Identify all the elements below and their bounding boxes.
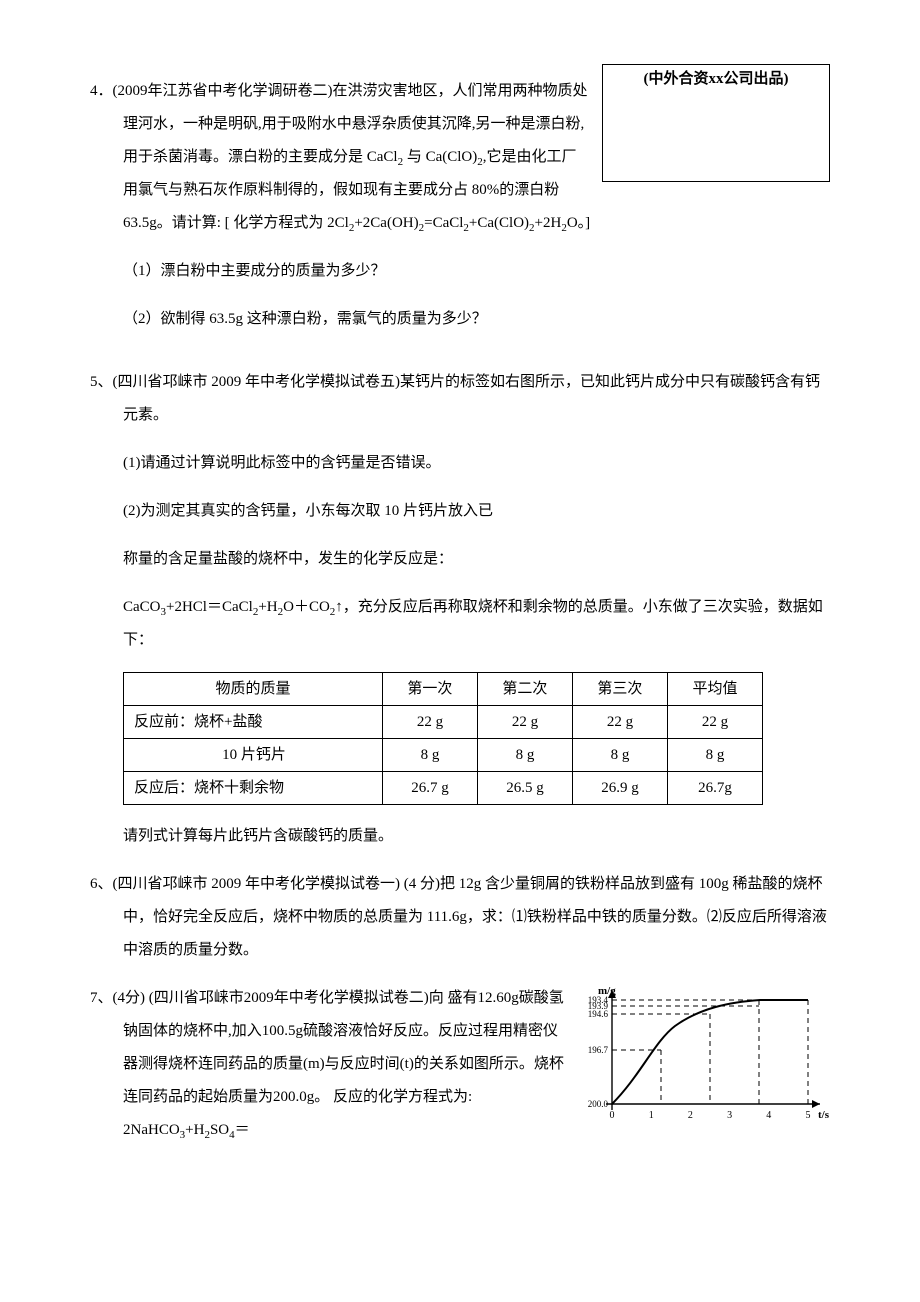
- col-trial-1: 第一次: [382, 673, 477, 706]
- product-label-box: (中外合资xx公司出品): [602, 64, 830, 182]
- cell: 22 g: [477, 706, 572, 739]
- experiment-data-table: 物质的质量 第一次 第二次 第三次 平均值 反应前：烧杯+盐酸 22 g 22 …: [123, 672, 763, 805]
- question-5: 5、(四川省邛崃市 2009 年中考化学模拟试卷五)某钙片的标签如右图所示，已知…: [90, 366, 830, 853]
- svg-text:2: 2: [688, 1110, 693, 1121]
- q5-tail: 请列式计算每片此钙片含碳酸钙的质量。: [90, 820, 830, 853]
- q5-eq-4: O＋CO: [283, 599, 330, 615]
- q5-number: 5、: [90, 374, 113, 390]
- chart-svg: 193.4193.9194.6196.7200.0012345m/gt/s: [580, 986, 830, 1136]
- q5-sub2b: 称量的含足量盐酸的烧杯中，发生的化学反应是：: [90, 543, 830, 576]
- cell: 8 g: [572, 739, 667, 772]
- q5-sub2a: (2)为测定其真实的含钙量，小东每次取 10 片钙片放入已: [90, 495, 830, 528]
- q4-sub2: （2）欲制得 63.5g 这种漂白粉，需氯气的质量为多少？: [90, 303, 830, 336]
- col-trial-2: 第二次: [477, 673, 572, 706]
- table-row: 反应后：烧杯十剩余物 26.7 g 26.5 g 26.9 g 26.7g: [124, 772, 763, 805]
- question-6: 6、(四川省邛崃市 2009 年中考化学模拟试卷一) (4 分)把 12g 含少…: [90, 868, 830, 967]
- product-label-text: (中外合资xx公司出品): [644, 71, 789, 87]
- q7-text-1: 向 盛有12.60g碳酸氢钠固体的烧杯中,加入100.5g硫酸溶液恰好反应。反应…: [123, 990, 564, 1138]
- q5-eq-3: +H: [258, 599, 277, 615]
- svg-text:1: 1: [649, 1110, 654, 1121]
- q4-text-6: +Ca(ClO): [469, 215, 529, 231]
- svg-text:3: 3: [727, 1110, 732, 1121]
- svg-text:5: 5: [806, 1110, 811, 1121]
- q5-source: (四川省邛崃市 2009 年中考化学模拟试卷五): [113, 374, 401, 390]
- q7-text-4: ＝: [235, 1122, 250, 1138]
- table-row: 10 片钙片 8 g 8 g 8 g 8 g: [124, 739, 763, 772]
- cell: 26.9 g: [572, 772, 667, 805]
- svg-text:t/s: t/s: [818, 1109, 830, 1121]
- q4-text-7: +2H: [535, 215, 562, 231]
- q7-source: (4分) (四川省邛崃市2009年中考化学模拟试卷二): [113, 990, 429, 1006]
- col-trial-3: 第三次: [572, 673, 667, 706]
- q4-text-8: O。]: [567, 215, 590, 231]
- svg-text:196.7: 196.7: [588, 1045, 609, 1055]
- q6-body: 6、(四川省邛崃市 2009 年中考化学模拟试卷一) (4 分)把 12g 含少…: [90, 868, 830, 967]
- cell: 反应前：烧杯+盐酸: [124, 706, 383, 739]
- cell: 8 g: [477, 739, 572, 772]
- q5-eq-2: +2HCl＝CaCl: [166, 599, 253, 615]
- q7-text-2: +H: [185, 1122, 204, 1138]
- cell: 22 g: [572, 706, 667, 739]
- q5-sub2c: CaCO3+2HCl＝CaCl2+H2O＋CO2↑，充分反应后再称取烧杯和剩余物…: [90, 591, 830, 657]
- q5-sub1: (1)请通过计算说明此标签中的含钙量是否错误。: [90, 447, 830, 480]
- q6-number: 6、: [90, 876, 113, 892]
- svg-text:194.6: 194.6: [588, 1009, 609, 1019]
- q4-text-4: +2Ca(OH): [354, 215, 418, 231]
- q7-number: 7、: [90, 990, 113, 1006]
- q6-source: (四川省邛崃市 2009 年中考化学模拟试卷一) (4 分): [113, 876, 440, 892]
- cell: 26.7 g: [382, 772, 477, 805]
- q5-eq-1: CaCO: [123, 599, 161, 615]
- cell: 22 g: [382, 706, 477, 739]
- cell: 22 g: [667, 706, 762, 739]
- table-header-row: 物质的质量 第一次 第二次 第三次 平均值: [124, 673, 763, 706]
- cell: 26.7g: [667, 772, 762, 805]
- col-average: 平均值: [667, 673, 762, 706]
- svg-text:0: 0: [610, 1110, 615, 1121]
- q4-text-5: =CaCl: [424, 215, 463, 231]
- question-7: 193.4193.9194.6196.7200.0012345m/gt/s 7、…: [90, 982, 830, 1162]
- svg-text:200.0: 200.0: [588, 1099, 609, 1109]
- cell: 反应后：烧杯十剩余物: [124, 772, 383, 805]
- table-row: 反应前：烧杯+盐酸 22 g 22 g 22 g 22 g: [124, 706, 763, 739]
- q4-source: (2009年江苏省中考化学调研卷二): [113, 83, 333, 99]
- cell: 8 g: [667, 739, 762, 772]
- col-substance: 物质的质量: [124, 673, 383, 706]
- cell: 26.5 g: [477, 772, 572, 805]
- q7-text-3: SO: [210, 1122, 229, 1138]
- mass-time-chart: 193.4193.9194.6196.7200.0012345m/gt/s: [580, 986, 830, 1136]
- q4-number: 4．: [90, 83, 113, 99]
- svg-text:m/g: m/g: [598, 986, 616, 997]
- cell: 10 片钙片: [124, 739, 383, 772]
- cell: 8 g: [382, 739, 477, 772]
- q4-sub1: （1）漂白粉中主要成分的质量为多少？: [90, 255, 830, 288]
- q4-text-2: 与 Ca(ClO): [403, 149, 477, 165]
- q5-body: 5、(四川省邛崃市 2009 年中考化学模拟试卷五)某钙片的标签如右图所示，已知…: [90, 366, 830, 432]
- svg-text:4: 4: [766, 1110, 771, 1121]
